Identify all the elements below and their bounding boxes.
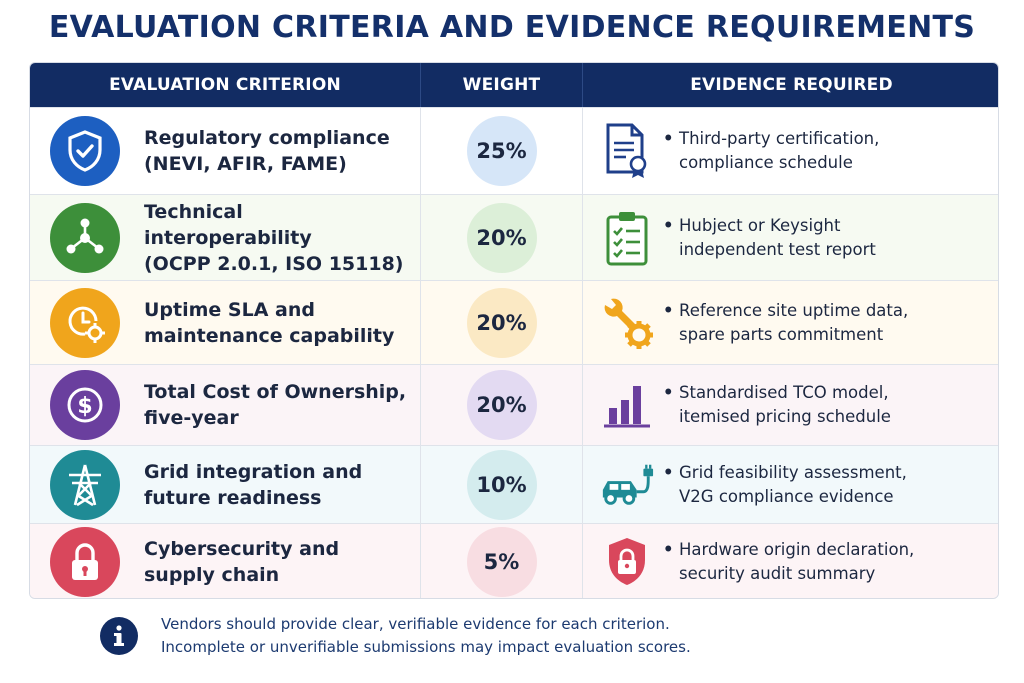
weight-badge: 20% bbox=[466, 287, 537, 358]
dollar-coin-icon: $ bbox=[50, 370, 120, 440]
criterion-line: Grid integration and bbox=[144, 460, 363, 483]
padlock-icon bbox=[50, 527, 120, 597]
criterion-cell: Uptime SLA and maintenance capability bbox=[30, 281, 420, 364]
criterion-label: Total Cost of Ownership, five-year bbox=[144, 379, 414, 431]
power-tower-icon bbox=[50, 449, 120, 520]
bar-chart-icon bbox=[599, 374, 655, 436]
weight-cell: 20% bbox=[420, 195, 582, 280]
weight-cell: 20% bbox=[420, 281, 582, 364]
table-row: Technical interoperability (OCPP 2.0.1, … bbox=[30, 194, 998, 280]
evidence-cell: Standardised TCO model, itemised pricing… bbox=[582, 365, 998, 445]
evidence-line: Third-party certification, bbox=[663, 127, 993, 151]
criterion-line: (NEVI, AFIR, FAME) bbox=[144, 153, 347, 175]
weight-badge: 20% bbox=[466, 370, 537, 440]
criterion-label: Cybersecurity and supply chain bbox=[144, 536, 414, 588]
evidence-label: Reference site uptime data, spare parts … bbox=[663, 299, 993, 347]
page-title: EVALUATION CRITERIA AND EVIDENCE REQUIRE… bbox=[48, 10, 976, 45]
shield-check-icon bbox=[50, 116, 120, 186]
evidence-line: Reference site uptime data, bbox=[663, 299, 993, 323]
criterion-line: future readiness bbox=[144, 486, 322, 509]
weight-cell: 5% bbox=[420, 524, 582, 598]
criterion-line: Technical interoperability bbox=[144, 200, 312, 249]
table-row: Regulatory compliance (NEVI, AFIR, FAME)… bbox=[30, 107, 998, 194]
evidence-line: V2G compliance evidence bbox=[679, 486, 894, 506]
evidence-line: Hubject or Keysight bbox=[663, 214, 993, 238]
evidence-cell: Hubject or Keysight independent test rep… bbox=[582, 195, 998, 280]
criterion-line: maintenance capability bbox=[144, 324, 395, 347]
certificate-document-icon bbox=[599, 120, 655, 182]
clock-gear-icon bbox=[50, 287, 120, 358]
footer-line: Incomplete or unverifiable submissions m… bbox=[161, 638, 691, 656]
info-icon bbox=[100, 617, 138, 655]
evidence-label: Hubject or Keysight independent test rep… bbox=[663, 214, 993, 262]
wrench-gear-icon bbox=[599, 292, 655, 354]
criterion-label: Technical interoperability (OCPP 2.0.1, … bbox=[144, 199, 414, 277]
criterion-line: supply chain bbox=[144, 564, 280, 586]
table-row: Grid integration and future readiness 10… bbox=[30, 445, 998, 523]
footer-note: Vendors should provide clear, verifiable… bbox=[100, 613, 960, 663]
evidence-line: Hardware origin declaration, bbox=[663, 538, 993, 562]
evidence-label: Grid feasibility assessment, V2G complia… bbox=[663, 461, 993, 509]
evidence-line: itemised pricing schedule bbox=[679, 407, 891, 426]
weight-badge: 5% bbox=[466, 527, 537, 597]
criterion-cell: Grid integration and future readiness bbox=[30, 446, 420, 523]
evidence-cell: Third-party certification, compliance sc… bbox=[582, 108, 998, 194]
table-row: Uptime SLA and maintenance capability 20… bbox=[30, 280, 998, 364]
table-row: Cybersecurity and supply chain 5% Hardwa… bbox=[30, 523, 998, 598]
weight-cell: 10% bbox=[420, 446, 582, 523]
footer-text: Vendors should provide clear, verifiable… bbox=[161, 613, 691, 659]
criterion-line: Regulatory compliance bbox=[144, 127, 390, 149]
evidence-line: Standardised TCO model, bbox=[663, 381, 993, 405]
evidence-line: spare parts commitment bbox=[679, 324, 884, 344]
weight-badge: 25% bbox=[466, 116, 537, 186]
criterion-label: Regulatory compliance (NEVI, AFIR, FAME) bbox=[144, 125, 414, 177]
evidence-line: independent test report bbox=[679, 239, 876, 259]
evidence-line: compliance schedule bbox=[679, 153, 853, 172]
criterion-line: five-year bbox=[144, 407, 239, 429]
criterion-line: Cybersecurity and bbox=[144, 538, 340, 560]
evidence-cell: Reference site uptime data, spare parts … bbox=[582, 281, 998, 364]
weight-cell: 25% bbox=[420, 108, 582, 194]
weight-cell: 20% bbox=[420, 365, 582, 445]
header-evidence: EVIDENCE REQUIRED bbox=[582, 63, 998, 107]
evidence-cell: Hardware origin declaration, security au… bbox=[582, 524, 998, 598]
footer-line: Vendors should provide clear, verifiable… bbox=[161, 615, 670, 633]
header-weight: WEIGHT bbox=[420, 63, 582, 107]
evidence-label: Third-party certification, compliance sc… bbox=[663, 127, 993, 175]
header-criterion: EVALUATION CRITERION bbox=[109, 75, 341, 95]
electric-car-plug-icon bbox=[599, 454, 655, 516]
network-nodes-icon bbox=[50, 202, 120, 273]
evidence-line: security audit summary bbox=[679, 564, 876, 583]
criterion-cell: Technical interoperability (OCPP 2.0.1, … bbox=[30, 195, 420, 280]
shield-lock-icon bbox=[599, 531, 655, 593]
table-header: EVALUATION CRITERION WEIGHT EVIDENCE REQ… bbox=[30, 63, 998, 107]
table-row: $ Total Cost of Ownership, five-year 20%… bbox=[30, 364, 998, 445]
criterion-line: Uptime SLA and bbox=[144, 298, 315, 321]
weight-badge: 20% bbox=[466, 202, 537, 273]
evidence-label: Standardised TCO model, itemised pricing… bbox=[663, 381, 993, 429]
evidence-cell: Grid feasibility assessment, V2G complia… bbox=[582, 446, 998, 523]
criteria-table: EVALUATION CRITERION WEIGHT EVIDENCE REQ… bbox=[29, 62, 999, 599]
criterion-line: (OCPP 2.0.1, ISO 15118) bbox=[144, 252, 404, 275]
criterion-cell: $ Total Cost of Ownership, five-year bbox=[30, 365, 420, 445]
criterion-cell: Regulatory compliance (NEVI, AFIR, FAME) bbox=[30, 108, 420, 194]
criterion-label: Uptime SLA and maintenance capability bbox=[144, 297, 414, 349]
clipboard-checklist-icon bbox=[599, 207, 655, 269]
criterion-cell: Cybersecurity and supply chain bbox=[30, 524, 420, 598]
criterion-line: Total Cost of Ownership, bbox=[144, 381, 407, 403]
svg-text:$: $ bbox=[77, 394, 92, 419]
criterion-label: Grid integration and future readiness bbox=[144, 459, 414, 511]
evidence-line: Grid feasibility assessment, bbox=[663, 461, 993, 485]
evidence-label: Hardware origin declaration, security au… bbox=[663, 538, 993, 586]
weight-badge: 10% bbox=[466, 449, 537, 520]
